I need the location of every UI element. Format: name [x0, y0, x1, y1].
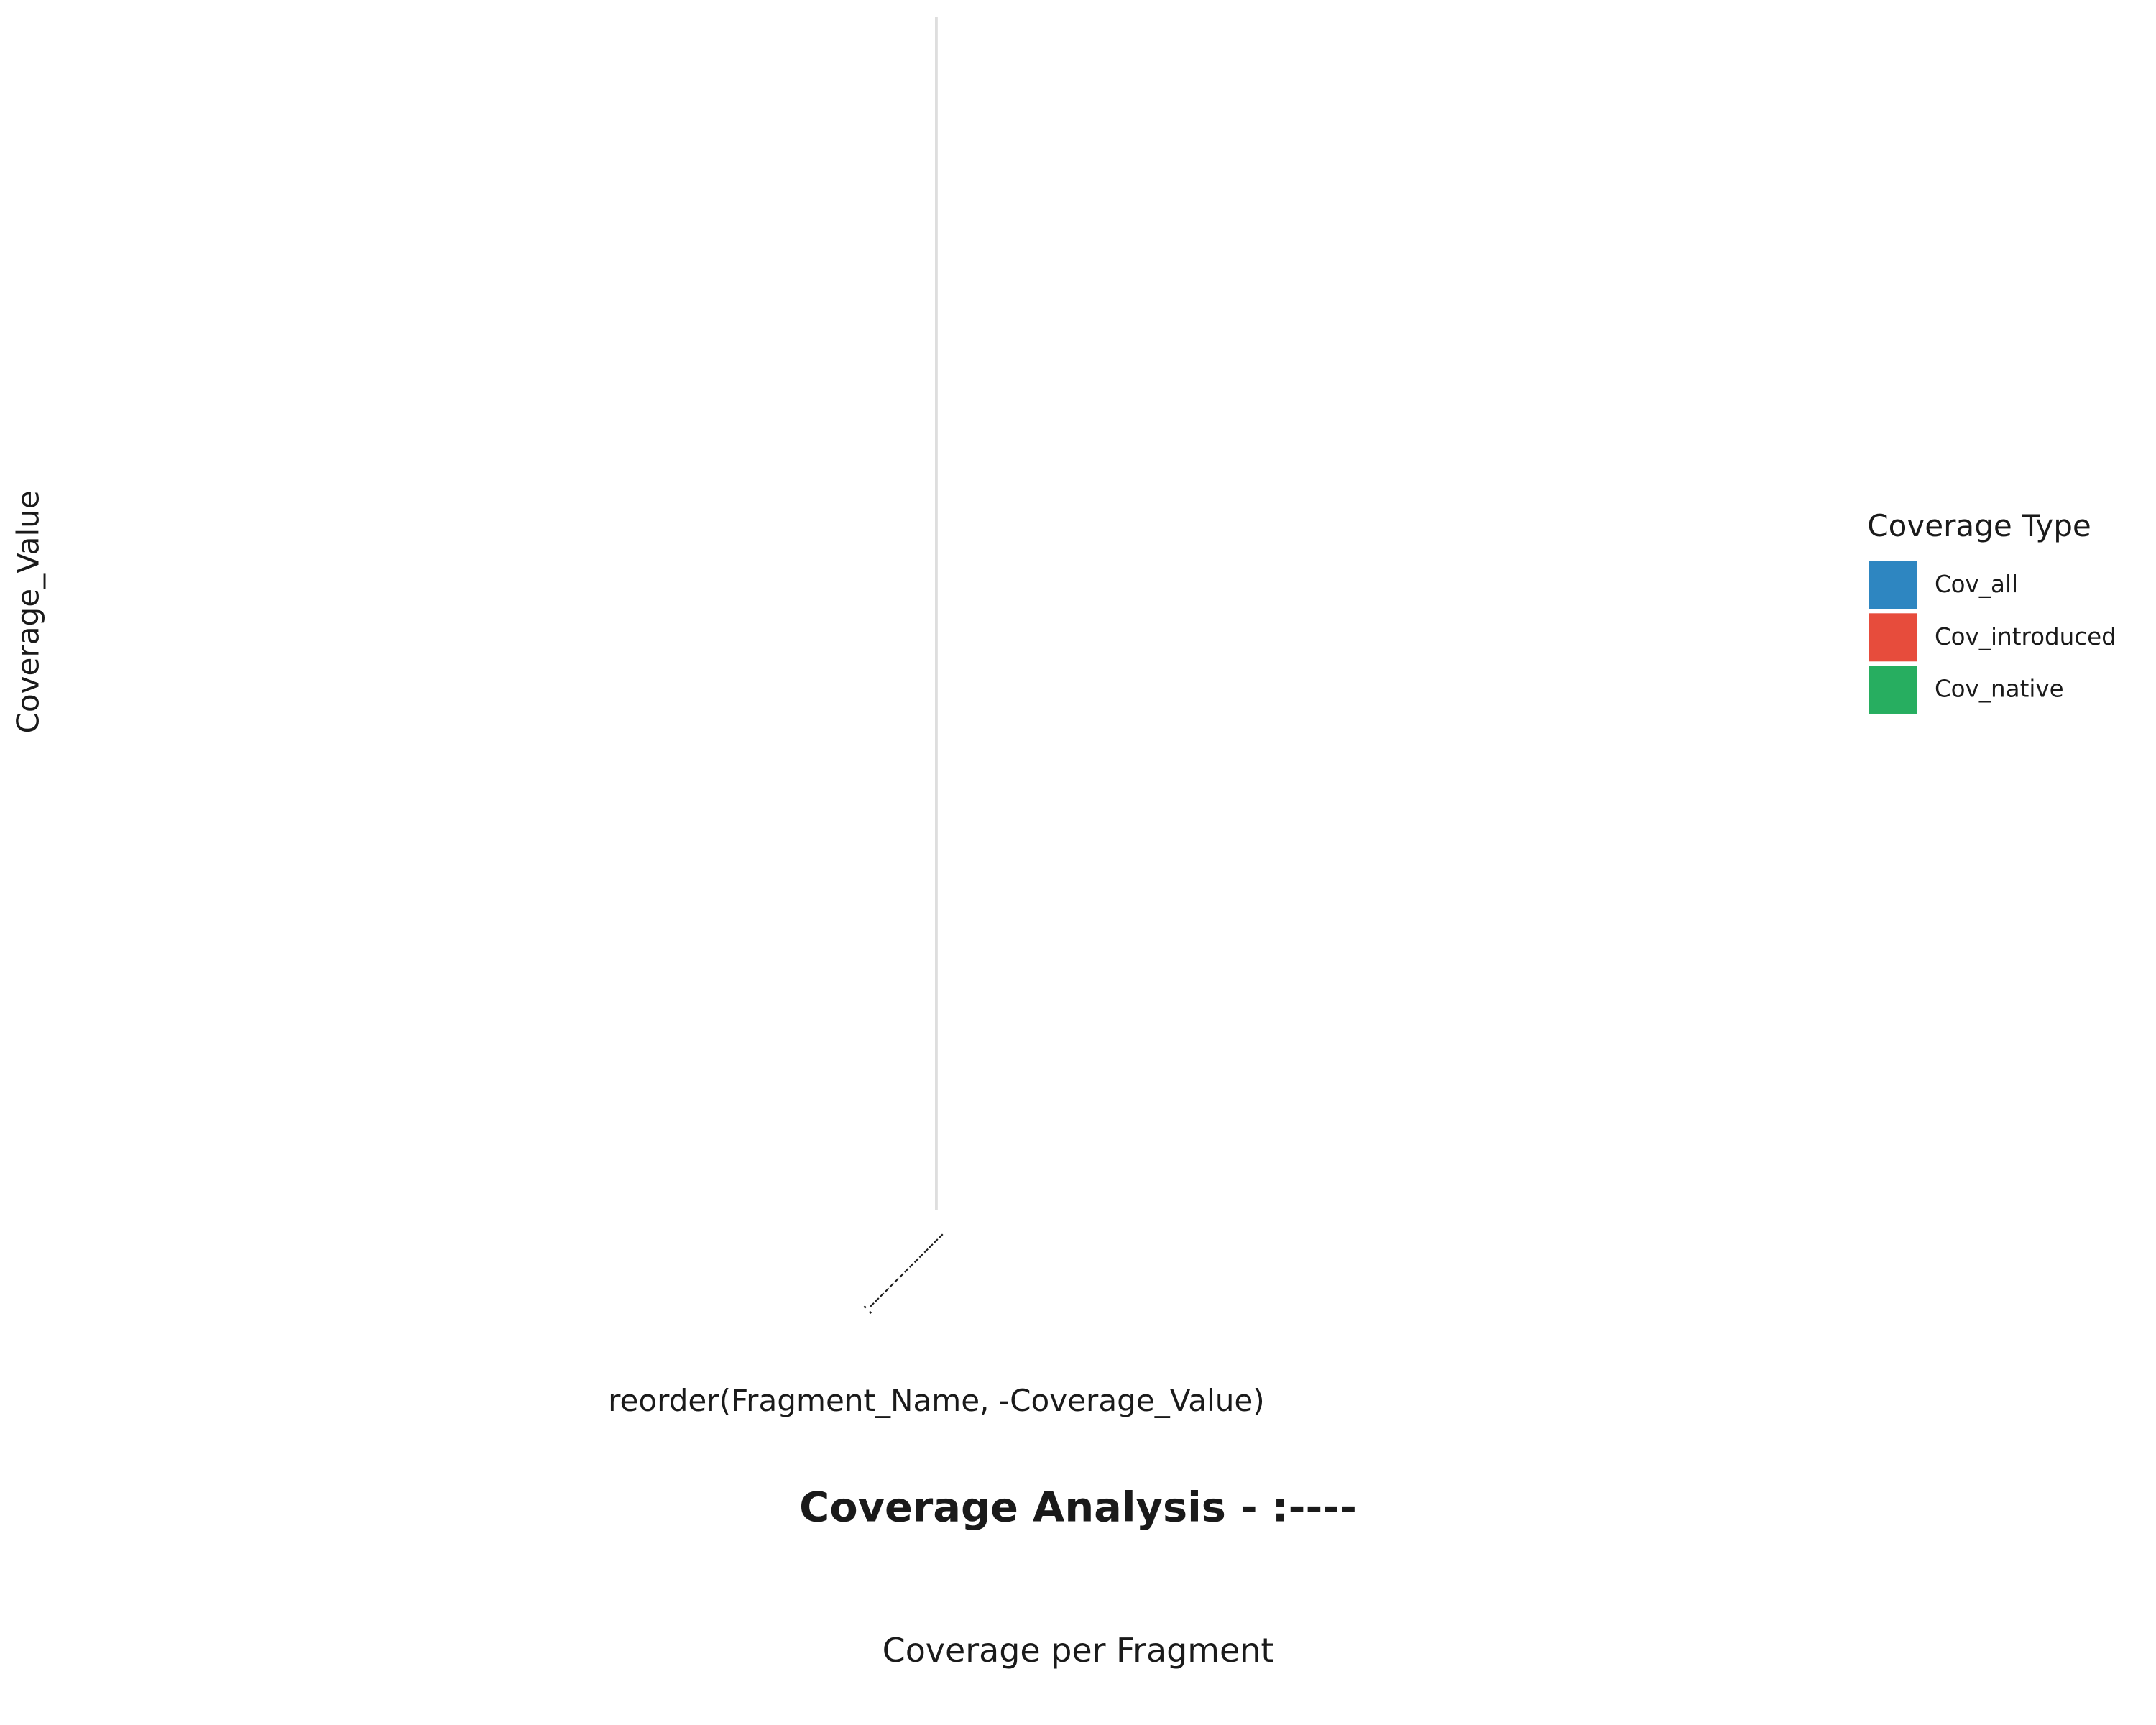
legend-label: Cov_introduced: [1935, 623, 2116, 650]
x-tick-label: :---------------: [857, 1225, 951, 1320]
legend-swatch: [1869, 561, 1917, 610]
x-axis-label: reorder(Fragment_Name, -Coverage_Value): [608, 1383, 1265, 1418]
chart-title: Coverage Analysis - :----: [799, 1483, 1357, 1531]
legend-title: Coverage Type: [1867, 508, 2091, 543]
legend-label: Cov_native: [1935, 675, 2064, 702]
chart-subtitle: Coverage per Fragment: [883, 1631, 1274, 1670]
legend-label: Cov_all: [1935, 571, 2018, 598]
y-axis-label: Coverage_Value: [11, 490, 46, 733]
legend-swatch: [1869, 666, 1917, 714]
legend-swatch: [1869, 613, 1917, 662]
